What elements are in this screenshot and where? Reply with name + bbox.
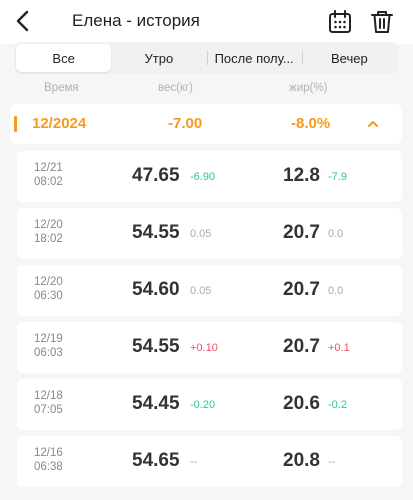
record-weight-delta: 0.05 [190,228,212,240]
record-time: 06:03 [34,347,63,359]
calendar-button[interactable] [328,9,352,35]
record-row[interactable]: 12/16 06:38 54.65 -- 20.8 -- [17,436,402,487]
record-datetime: 12/18 07:05 [34,389,63,417]
record-time: 07:05 [34,404,63,416]
month-summary[interactable]: 12/2024 -7.00 -8.0% [10,104,402,144]
record-date: 12/20 [34,276,63,288]
chevron-up-icon[interactable] [366,117,380,131]
record-date: 12/19 [34,333,63,345]
record-weight: 54.45 [132,393,180,414]
record-row[interactable]: 12/19 06:03 54.55 +0.10 20.7 +0.1 [17,322,402,373]
back-button[interactable] [10,7,34,35]
tab-morning[interactable]: Утро [144,50,174,66]
top-bar: Елена - история [0,0,413,44]
page-title: Елена - история [72,11,200,30]
record-fat-delta: +0.1 [328,342,350,354]
record-row[interactable]: 12/20 18:02 54.55 0.05 20.7 0.0 [17,208,402,259]
record-fat: 20.7 [283,222,320,243]
record-time: 06:38 [34,461,63,473]
record-datetime: 12/20 06:30 [34,275,63,303]
tab-evening[interactable]: Вечер [301,44,397,72]
record-time: 06:30 [34,290,63,302]
record-row[interactable]: 12/20 06:30 54.60 0.05 20.7 0.0 [17,265,402,316]
record-row[interactable]: 12/21 08:02 47.65 -6.90 12.8 -7.9 [17,151,402,202]
record-date: 12/21 [34,162,63,174]
record-datetime: 12/21 08:02 [34,161,63,189]
record-weight: 54.55 [132,222,180,243]
summary-fat-change: -8.0% [291,115,331,132]
record-weight-delta: +0.10 [190,342,218,354]
record-fat-delta: 0.0 [328,285,344,297]
summary-month: 12/2024 [32,115,87,132]
record-row[interactable]: 12/18 07:05 54.45 -0.20 20.6 -0.2 [17,379,402,430]
summary-weight-change: -7.00 [168,115,203,132]
tab-afternoon[interactable]: После полу... [206,44,302,72]
record-time: 08:02 [34,176,63,188]
record-date: 12/18 [34,390,63,402]
record-fat: 12.8 [283,165,320,186]
column-header-weight: вес(кг) [158,82,194,94]
record-fat: 20.6 [283,393,320,414]
record-weight: 54.65 [132,450,180,471]
record-weight-delta: -6.90 [190,171,216,183]
record-weight-delta: -0.20 [190,399,216,411]
record-weight: 47.65 [132,165,180,186]
record-weight: 54.55 [132,336,180,357]
period-tabs: Все Утро После полу... Вечер [14,42,399,74]
record-fat-delta: -- [328,456,336,468]
trash-icon [371,11,393,33]
record-fat: 20.8 [283,450,320,471]
record-date: 12/20 [34,219,63,231]
record-weight-delta: 0.05 [190,285,212,297]
record-fat-delta: -0.2 [328,399,347,411]
record-date: 12/16 [34,447,63,459]
record-weight-delta: -- [190,456,198,468]
accent-bar [14,116,17,132]
chevron-left-icon [16,10,29,32]
record-datetime: 12/19 06:03 [34,332,63,360]
record-fat: 20.7 [283,336,320,357]
record-datetime: 12/16 06:38 [34,446,63,474]
delete-button[interactable] [370,9,394,35]
record-fat-delta: -7.9 [328,171,347,183]
record-fat: 20.7 [283,279,320,300]
record-weight: 54.60 [132,279,180,300]
column-header-time: Время [44,82,79,94]
record-fat-delta: 0.0 [328,228,344,240]
record-time: 18:02 [34,233,63,245]
column-header-fat: жир(%) [289,82,328,94]
record-datetime: 12/20 18:02 [34,218,63,246]
tab-all[interactable]: Все [16,44,112,72]
calendar-icon [329,10,351,33]
